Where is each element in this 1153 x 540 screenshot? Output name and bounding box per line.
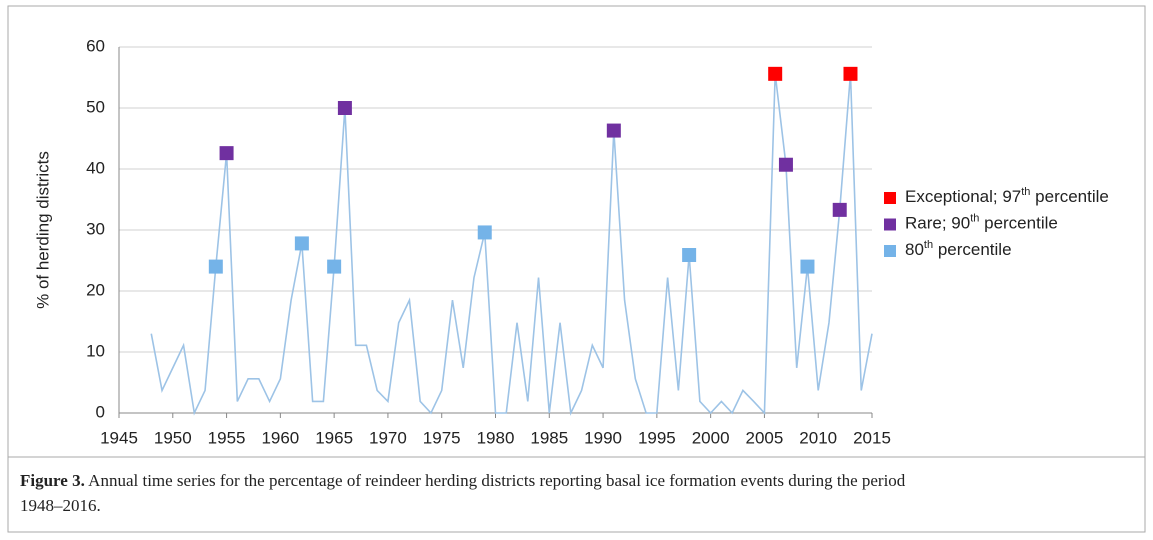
y-tick-label: 10 [86,341,105,360]
marker [337,101,352,115]
x-tick-label: 1955 [208,428,246,447]
x-tick-label: 2015 [853,428,891,447]
legend-label: Exceptional; 97th percentile [905,186,1109,207]
caption-line: Figure 3. Annual time series for the per… [20,471,906,490]
legend-swatch [884,192,896,204]
legend-label-part: Rare; 90 [905,214,970,233]
x-tick-label: 1965 [315,428,353,447]
x-tick-label: 2000 [692,428,730,447]
legend-label-part: percentile [1030,187,1108,206]
legend-label-part: th [924,239,933,251]
x-tick-label: 1990 [584,428,622,447]
x-tick-label: 1945 [100,428,138,447]
legend-label: Rare; 90th percentile [905,212,1058,233]
marker [327,259,342,274]
y-tick-label: 60 [86,36,105,55]
x-tick-label: 1995 [638,428,676,447]
x-tick-label: 2005 [746,428,784,447]
figure-frame [7,5,1146,533]
x-tick-label: 1970 [369,428,407,447]
marker [682,248,697,263]
y-tick-label: 20 [86,280,105,299]
legend-label-part: th [970,212,979,224]
y-tick-label: 30 [86,219,105,238]
marker [606,123,621,138]
caption-label: Figure 3. [20,471,85,490]
legend-swatch [884,218,896,231]
x-tick-label: 1950 [154,428,192,447]
marker [800,259,815,274]
legend-label: 80th percentile [905,239,1012,260]
y-axis-label: % of herding districts [33,151,52,309]
marker [768,66,783,81]
marker [294,236,309,251]
marker [477,225,492,240]
caption-text: Annual time series for the percentage of… [88,471,906,490]
marker [832,202,847,217]
legend-swatch [884,245,896,257]
x-tick-label: 1980 [477,428,515,447]
x-tick-label: 1975 [423,428,461,447]
marker [219,146,234,161]
data-line [150,73,873,416]
y-tick-label: 50 [86,97,105,116]
caption-text: 1948–2016. [20,496,101,515]
legend-label-part: Exceptional; 97 [905,187,1021,206]
legend-label-part: percentile [979,214,1057,233]
legend-label-part: 80 [905,240,924,259]
x-tick-label: 1985 [530,428,568,447]
x-tick-label: 1960 [261,428,299,447]
y-tick-label: 0 [96,402,105,421]
marker [843,66,858,81]
legend-label-part: th [1021,186,1030,198]
y-tick-label: 40 [86,158,105,177]
marker [208,259,223,274]
marker [778,157,793,172]
legend-label-part: percentile [933,240,1011,259]
x-tick-label: 2010 [799,428,837,447]
